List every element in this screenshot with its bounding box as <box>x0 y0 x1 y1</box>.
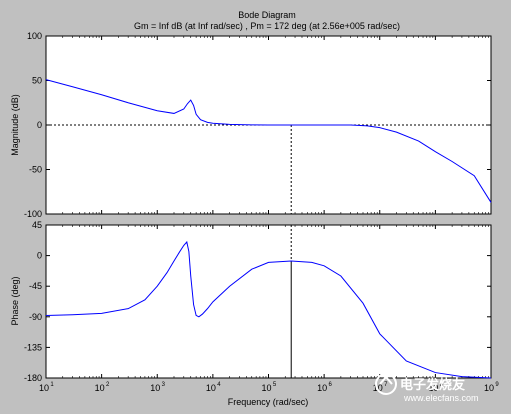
y-tick-label: -180 <box>24 373 42 383</box>
magnitude-ylabel: Magnitude (dB) <box>10 94 20 156</box>
y-tick-label: -135 <box>24 342 42 352</box>
chart-title: Bode Diagram <box>238 10 296 20</box>
x-tick-exponent: 8 <box>440 382 444 388</box>
x-tick-label: 10 <box>95 383 105 393</box>
x-tick-label: 10 <box>39 383 49 393</box>
magnitude-reference-lines <box>46 124 491 214</box>
y-tick-label: 0 <box>37 251 42 261</box>
x-tick-label: 10 <box>150 383 160 393</box>
y-tick-label: -90 <box>29 312 42 322</box>
x-tick-exponent: 9 <box>495 382 499 388</box>
y-tick-label: -50 <box>29 165 42 175</box>
x-tick-label: 10 <box>261 383 271 393</box>
x-tick-exponent: 4 <box>217 382 221 388</box>
x-tick-exponent: 6 <box>328 382 332 388</box>
watermark-url: www.elecfans.com <box>403 393 479 403</box>
chart-subtitle: Gm = Inf dB (at Inf rad/sec) , Pm = 172 … <box>134 21 400 31</box>
magnitude-ticks: 100 50 0 -50 -100 <box>24 31 492 219</box>
y-tick-label: -100 <box>24 209 42 219</box>
y-tick-label: 100 <box>27 31 42 41</box>
y-tick-label: 45 <box>32 220 42 230</box>
frequency-xlabel: Frequency (rad/sec) <box>228 397 309 407</box>
magnitude-series-line <box>45 79 492 203</box>
y-tick-label: 50 <box>32 76 42 86</box>
x-tick-exponent: 7 <box>384 382 388 388</box>
x-tick-exponent: 2 <box>106 382 110 388</box>
watermark-logo-text: 电子发烧友 <box>400 377 465 392</box>
x-tick-label: 10 <box>428 383 438 393</box>
x-tick-exponent: 5 <box>273 382 277 388</box>
phase-axes <box>45 224 492 379</box>
phase-reference-lines <box>46 225 491 379</box>
y-tick-label: -45 <box>29 281 42 291</box>
x-tick-exponent: 3 <box>162 382 166 388</box>
x-tick-exponent: 1 <box>50 382 54 388</box>
x-tick-label: 10 <box>206 383 216 393</box>
x-tick-label: 10 <box>317 383 327 393</box>
x-tick-label: 10 <box>484 383 494 393</box>
watermark-logo-icon <box>375 373 397 395</box>
watermark: 电子发烧友 www.elecfans.com <box>375 373 479 403</box>
y-tick-label: 0 <box>37 120 42 130</box>
phase-ylabel: Phase (deg) <box>10 276 20 325</box>
phase-series-line <box>45 240 492 379</box>
